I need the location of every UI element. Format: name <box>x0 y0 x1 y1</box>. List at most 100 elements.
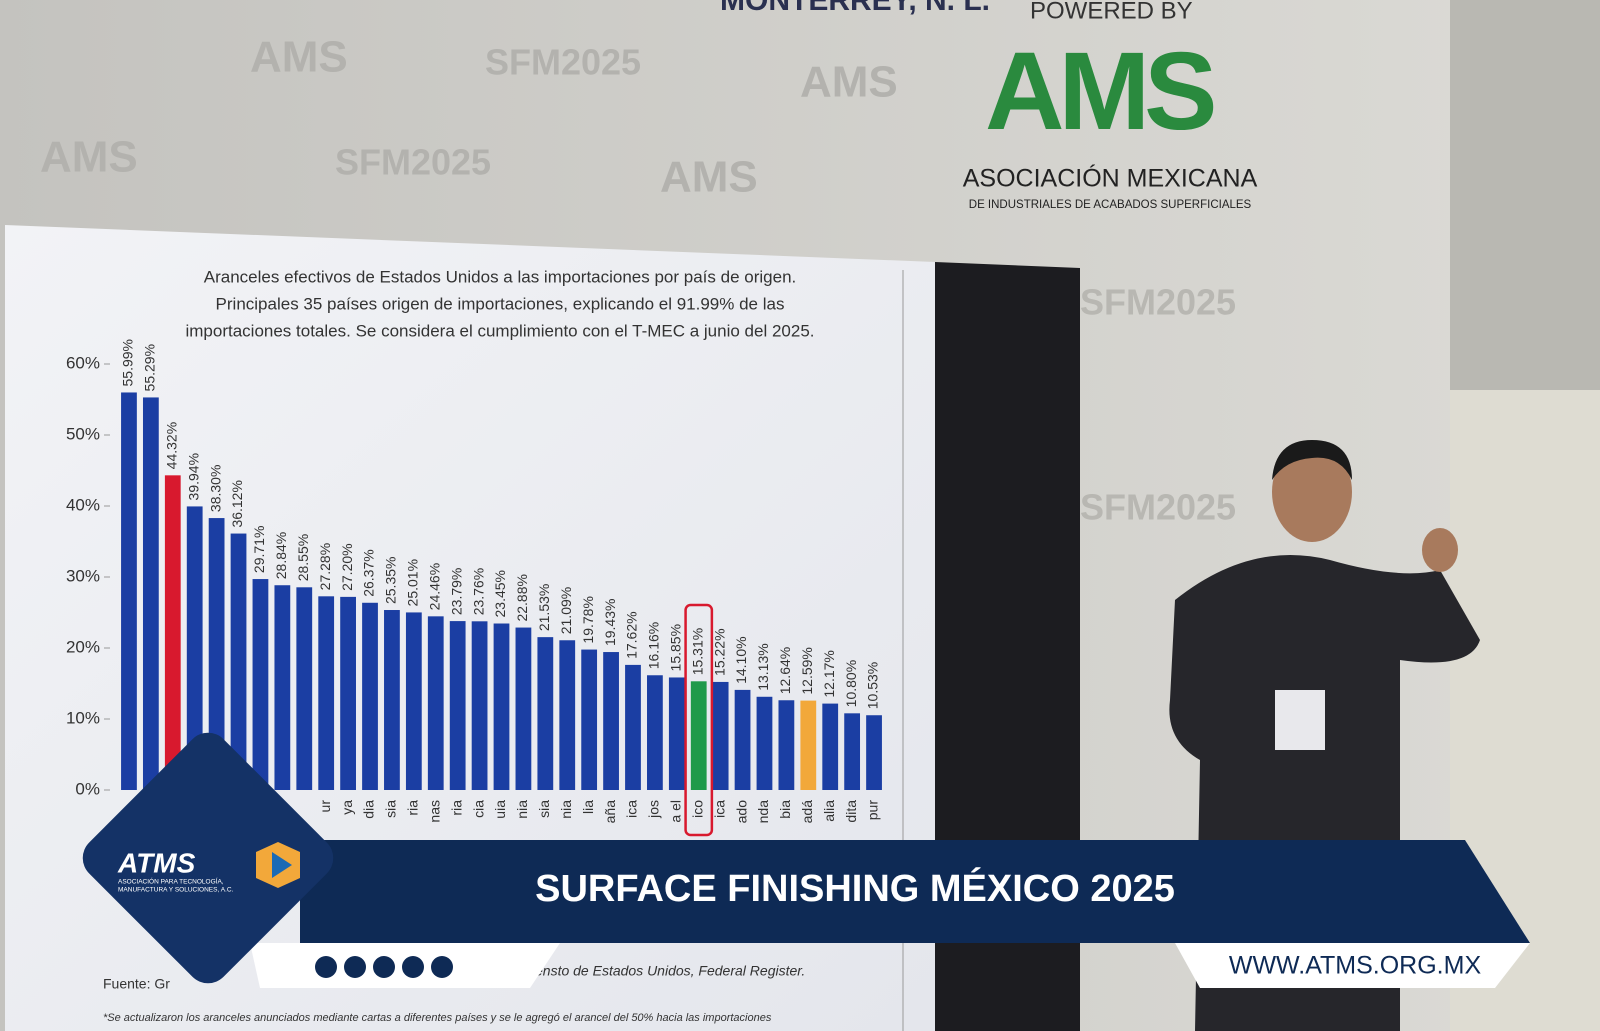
value-label: 23.45% <box>492 570 508 617</box>
x-tick-label: jos <box>646 800 662 819</box>
bar <box>252 579 269 790</box>
url-strip <box>1175 943 1530 988</box>
bar <box>230 533 247 790</box>
headline: SURFACE FINISHING MÉXICO 2025 <box>535 866 1175 910</box>
backdrop-logo: AMS <box>40 133 138 182</box>
social-instagram[interactable] <box>402 956 424 978</box>
value-label: 23.76% <box>470 568 486 615</box>
value-label: 25.35% <box>383 557 399 604</box>
x-tick-label: dia <box>361 800 377 819</box>
backdrop-logo: AMS <box>250 33 348 82</box>
value-label: 44.32% <box>163 422 179 469</box>
brand: ATMS <box>117 847 196 878</box>
highlight-box <box>684 603 714 837</box>
chart: Aranceles efectivos de Estados Unidos a … <box>66 267 904 1031</box>
y-tick-label: 10% <box>66 708 100 727</box>
bar <box>778 700 795 790</box>
bar <box>318 596 335 790</box>
powered-by: POWERED BY <box>1030 0 1193 24</box>
screen-edge <box>935 262 1080 1031</box>
bar <box>471 621 488 790</box>
x-tick-label: ico <box>689 800 705 818</box>
x-tick-label: ado <box>733 800 749 824</box>
social-youtube[interactable] <box>344 956 366 978</box>
y-tick-label: 0% <box>75 779 100 798</box>
brand-sub: MANUFACTURA Y SOLUCIONES, A.C. <box>118 887 234 894</box>
bar <box>362 602 378 790</box>
bar <box>800 700 817 790</box>
ams-logo: AMS <box>985 30 1214 153</box>
source: ensto de Estados Unidos, Federal Registe… <box>535 963 805 979</box>
value-label: 21.09% <box>558 587 574 634</box>
x-tick-label: cia <box>470 800 486 818</box>
value-label: 21.53% <box>536 584 552 631</box>
bar <box>581 649 598 790</box>
x-tick-label: ya <box>339 800 355 815</box>
bar <box>121 392 137 790</box>
value-label: 14.10% <box>733 636 749 683</box>
value-label: 55.99% <box>120 339 136 386</box>
bar <box>296 587 313 790</box>
bar <box>515 627 532 790</box>
x-tick-label: nda <box>755 800 771 824</box>
backdrop-logo: AMS <box>800 58 898 107</box>
social-facebook[interactable] <box>431 956 453 978</box>
bar <box>274 585 291 790</box>
social-linkedin[interactable] <box>373 956 395 978</box>
logo-diamond <box>82 732 334 984</box>
bar <box>208 518 225 790</box>
chart-title: Aranceles efectivos de Estados Unidos a … <box>204 267 797 286</box>
value-label: 23.79% <box>448 568 464 615</box>
bar <box>493 623 510 790</box>
social-x[interactable] <box>315 956 337 978</box>
value-label: 25.01% <box>405 559 421 606</box>
bar <box>603 652 619 790</box>
url: WWW.ATMS.ORG.MX <box>1229 952 1482 980</box>
x-tick-label: ria <box>405 800 421 816</box>
source-prefix: Fuente: Gr <box>103 976 170 992</box>
x-tick-label: aña <box>602 800 618 824</box>
value-label: 16.16% <box>646 622 662 669</box>
x-tick-label: sia <box>383 800 399 818</box>
value-label: 13.13% <box>755 643 771 690</box>
backdrop-text: SFM2025 <box>1080 487 1236 528</box>
y-tick-label: 30% <box>66 566 100 585</box>
bar <box>427 616 444 790</box>
value-label: 28.84% <box>273 532 289 579</box>
x-tick-label: ur <box>317 800 333 813</box>
value-label: 19.43% <box>602 599 618 646</box>
bar <box>822 703 839 790</box>
org-sub: DE INDUSTRIALES DE ACABADOS SUPERFICIALE… <box>969 199 1252 211</box>
x-tick-label: uia <box>492 800 508 819</box>
x-tick-label: sia <box>536 800 552 818</box>
x-tick-label: ica <box>624 800 640 818</box>
value-label: 12.59% <box>799 647 815 694</box>
bar <box>384 610 400 790</box>
social-icons <box>315 956 453 978</box>
bar <box>756 696 773 790</box>
bar <box>186 506 203 790</box>
x-tick-label: alia <box>821 800 837 822</box>
brand-icon <box>272 852 292 878</box>
location: MONTERREY, N. L. <box>720 0 990 17</box>
x-tick-label: bia <box>777 800 793 819</box>
y-tick-label: 40% <box>66 495 100 514</box>
value-label: 28.55% <box>295 534 311 581</box>
x-tick-label: ria <box>448 800 464 816</box>
x-tick-label: ica <box>711 800 727 818</box>
bar <box>625 664 641 790</box>
bar <box>142 397 159 790</box>
x-tick-label: a el <box>668 800 684 823</box>
value-label: 15.31% <box>689 628 705 675</box>
value-label: 10.80% <box>843 660 859 707</box>
backdrop-text: SFM2025 <box>335 142 491 183</box>
chart-title: Principales 35 países origen de importac… <box>216 294 785 313</box>
x-tick-label: adá <box>799 800 815 824</box>
backdrop-logo: AMS <box>660 153 758 202</box>
bar <box>647 675 663 790</box>
value-label: 12.64% <box>777 647 793 694</box>
value-label: 10.53% <box>865 662 881 709</box>
value-label: 17.62% <box>624 611 640 658</box>
value-label: 19.78% <box>580 596 596 643</box>
value-label: 26.37% <box>361 549 377 596</box>
